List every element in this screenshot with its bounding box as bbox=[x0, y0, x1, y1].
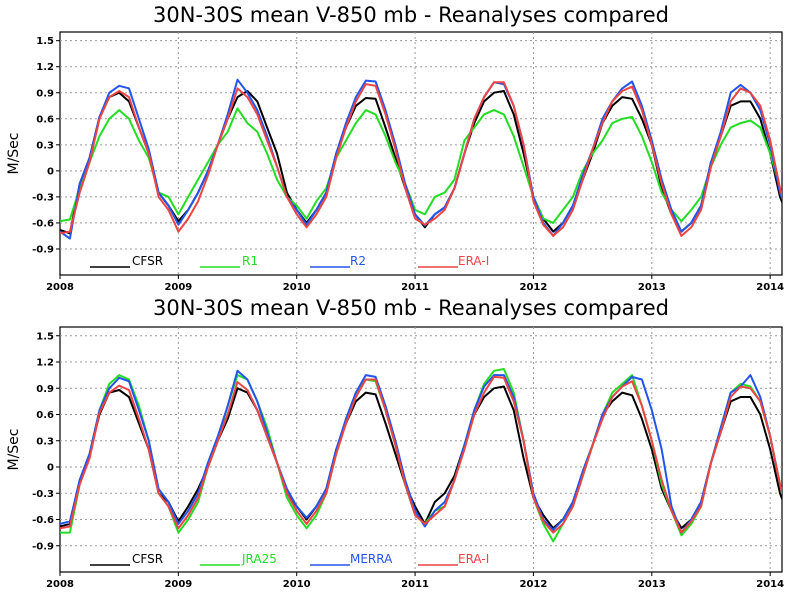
legend-label: MERRA bbox=[350, 552, 393, 566]
y-tick-label: 0.3 bbox=[36, 140, 54, 151]
x-tick-label: 2009 bbox=[164, 579, 192, 590]
chart-title: 30N-30S mean V-850 mb - Reanalyses compa… bbox=[153, 3, 669, 27]
x-tick-label: 2012 bbox=[520, 282, 548, 293]
y-tick-label: -0.3 bbox=[32, 192, 54, 203]
chart-panel-2: 30N-30S mean V-850 mb - Reanalyses compa… bbox=[6, 296, 784, 590]
legend-label: ERA-I bbox=[458, 254, 489, 268]
x-tick-label: 2014 bbox=[756, 282, 784, 293]
legend-label: CFSR bbox=[132, 552, 163, 566]
y-tick-label: 0.6 bbox=[36, 410, 54, 421]
y-tick-label: 1.5 bbox=[36, 36, 54, 47]
legend-label: JRA25 bbox=[241, 552, 277, 566]
y-tick-label: 0.3 bbox=[36, 436, 54, 447]
x-tick-label: 2010 bbox=[283, 282, 311, 293]
x-tick-label: 2012 bbox=[520, 579, 548, 590]
plot-frame bbox=[59, 326, 783, 573]
x-tick-label: 2009 bbox=[164, 282, 192, 293]
y-tick-label: 1.2 bbox=[36, 62, 54, 73]
series-line-cfsr bbox=[60, 385, 782, 530]
plot-frame bbox=[59, 31, 783, 276]
x-tick-label: 2011 bbox=[401, 579, 429, 590]
y-tick-label: 0 bbox=[47, 166, 54, 177]
series-line-merra bbox=[60, 369, 782, 534]
y-tick-label: -0.6 bbox=[32, 515, 54, 526]
chart-title: 30N-30S mean V-850 mb - Reanalyses compa… bbox=[153, 296, 669, 320]
series-line-era-i bbox=[60, 375, 782, 534]
x-tick-label: 2008 bbox=[46, 579, 74, 590]
series-line-jra25 bbox=[60, 368, 782, 543]
x-tick-label: 2014 bbox=[756, 579, 784, 590]
x-tick-label: 2010 bbox=[283, 579, 311, 590]
series-line-r2 bbox=[60, 78, 782, 240]
y-tick-label: -0.9 bbox=[32, 244, 54, 255]
y-tick-label: -0.3 bbox=[32, 489, 54, 500]
x-tick-label: 2013 bbox=[638, 282, 666, 293]
y-tick-label: -0.6 bbox=[32, 218, 54, 229]
x-tick-label: 2013 bbox=[638, 579, 666, 590]
legend-label: ERA-I bbox=[458, 552, 489, 566]
y-tick-label: -0.9 bbox=[32, 541, 54, 552]
y-tick-label: 0 bbox=[47, 463, 54, 474]
series-line-era-i bbox=[60, 81, 782, 237]
x-tick-label: 2011 bbox=[401, 282, 429, 293]
y-tick-label: 0.6 bbox=[36, 114, 54, 125]
chart-panel-1: 30N-30S mean V-850 mb - Reanalyses compa… bbox=[6, 3, 784, 293]
x-tick-label: 2008 bbox=[46, 282, 74, 293]
legend-label: R1 bbox=[242, 254, 258, 268]
y-axis-label: M/Sec bbox=[6, 429, 22, 471]
legend-label: R2 bbox=[350, 254, 366, 268]
series-line-r1 bbox=[60, 107, 782, 224]
y-tick-label: 1.5 bbox=[36, 331, 54, 342]
y-tick-label: 1.2 bbox=[36, 358, 54, 369]
y-tick-label: 0.9 bbox=[36, 384, 54, 395]
y-axis-label: M/Sec bbox=[6, 133, 22, 175]
y-tick-label: 0.9 bbox=[36, 88, 54, 99]
legend-label: CFSR bbox=[132, 254, 163, 268]
